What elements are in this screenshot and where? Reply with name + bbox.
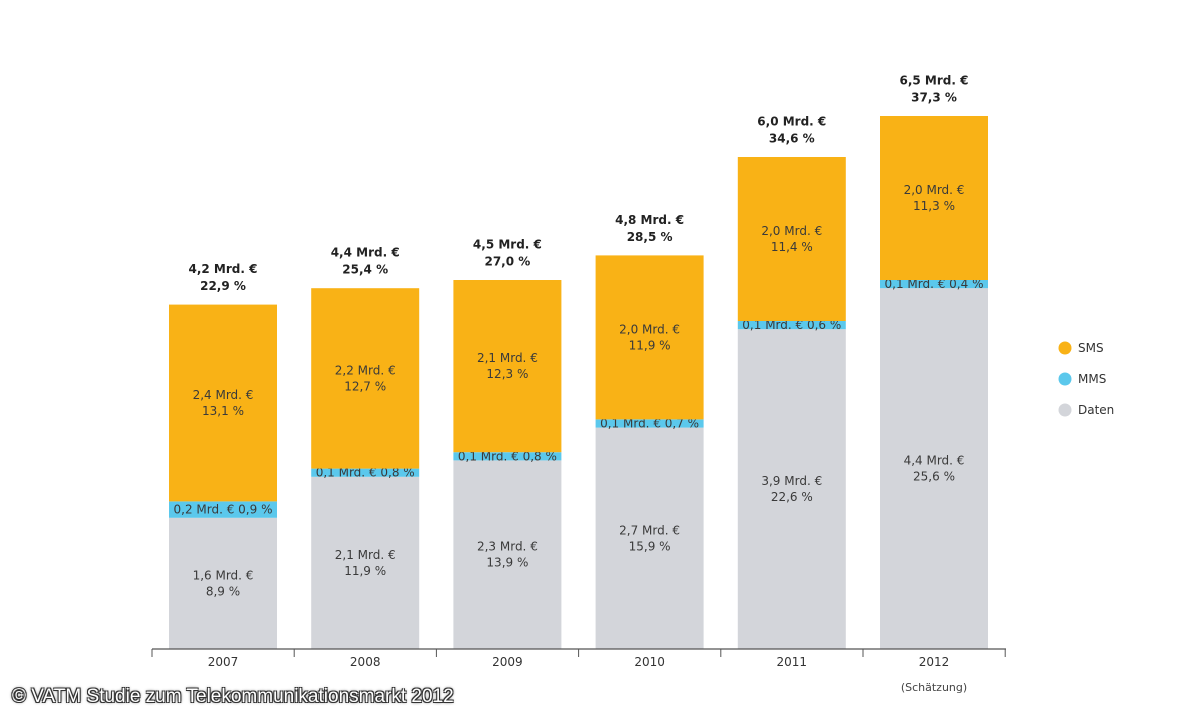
label-mms-2009: 0,1 Mrd. € 0,8 % [458,449,557,463]
label-daten-2008: 2,1 Mrd. €11,9 % [335,548,396,578]
legend-swatch-daten [1058,403,1072,417]
x-tick-label-2009: 2009 [492,655,523,669]
legend-swatch-sms [1058,341,1072,355]
legend-label-mms: MMS [1078,372,1106,386]
legend-label-sms: SMS [1078,341,1104,355]
x-tick-label-2007: 2007 [208,655,239,669]
x-tick-label-2010: 2010 [634,655,665,669]
label-daten-2010: 2,7 Mrd. €15,9 % [619,523,680,553]
bar-daten-2012 [880,288,988,649]
copyright-notice: © VATM Studie zum Telekommunikationsmark… [12,686,454,707]
label-sms-2007: 2,4 Mrd. €13,1 % [193,388,254,418]
label-mms-2011: 0,1 Mrd. € 0,6 % [742,318,841,332]
bar-sms-2010 [595,255,704,420]
total-label-2009: 4,5 Mrd. €27,0 % [473,238,542,269]
total-label-2007: 4,2 Mrd. €22,9 % [189,262,258,293]
bar-sms-2012 [880,116,988,280]
bar-daten-2008 [311,476,420,649]
total-label-2012: 6,5 Mrd. €37,3 % [900,74,969,105]
bar-sms-2011 [737,157,846,321]
bar-sms-2008 [311,288,420,469]
bar-daten-2007 [169,517,277,649]
total-label-2010: 4,8 Mrd. €28,5 % [615,213,684,244]
label-mms-2007: 0,2 Mrd. € 0,9 % [174,503,273,517]
label-mms-2008: 0,1 Mrd. € 0,8 % [316,466,415,480]
bar-daten-2010 [595,427,704,649]
bar-mms-2008 [311,468,420,477]
x-axis: 2007 2008 2009 2010 2011 2012 (Schätzung) [151,648,1006,694]
label-sms-2009: 2,1 Mrd. €12,3 % [477,351,538,381]
legend-label-daten: Daten [1078,403,1114,417]
total-label-2011: 6,0 Mrd. €34,6 % [757,115,826,146]
bar-sms-2009 [453,280,562,453]
bar-mms-2012 [880,280,988,289]
legend-swatch-mms [1058,372,1072,386]
label-daten-2007: 1,6 Mrd. €8,9 % [193,568,254,598]
x-tick-note-2012: (Schätzung) [901,681,967,694]
bar-mms-2009 [453,452,562,461]
x-tick-label-2008: 2008 [350,655,381,669]
label-mms-2010: 0,1 Mrd. € 0,7 % [600,417,699,431]
label-daten-2009: 2,3 Mrd. €13,9 % [477,540,538,570]
x-tick-label-2012: 2012 [919,655,950,669]
bar-daten-2011 [737,329,846,649]
total-label-2008: 4,4 Mrd. €25,4 % [331,246,400,277]
bar-mms-2011 [737,321,846,330]
label-sms-2012: 2,0 Mrd. €11,3 % [904,183,965,213]
x-tick-label-2011: 2011 [777,655,808,669]
label-daten-2011: 3,9 Mrd. €22,6 % [761,474,822,504]
label-mms-2012: 0,1 Mrd. € 0,4 % [885,277,984,291]
bars-group: 1,6 Mrd. €8,9 % 0,2 Mrd. € 0,9 % 2,4 Mrd. … [169,74,988,649]
bar-mms-2007 [169,501,277,518]
legend: SMS MMS Daten [1058,341,1114,417]
label-daten-2012: 4,4 Mrd. €25,6 % [904,454,965,484]
label-sms-2008: 2,2 Mrd. €12,7 % [335,363,396,393]
label-sms-2010: 2,0 Mrd. €11,9 % [619,322,680,352]
bar-sms-2007 [169,304,277,502]
bar-daten-2009 [453,460,562,649]
bar-mms-2010 [595,419,704,428]
label-sms-2011: 2,0 Mrd. €11,4 % [761,224,822,254]
